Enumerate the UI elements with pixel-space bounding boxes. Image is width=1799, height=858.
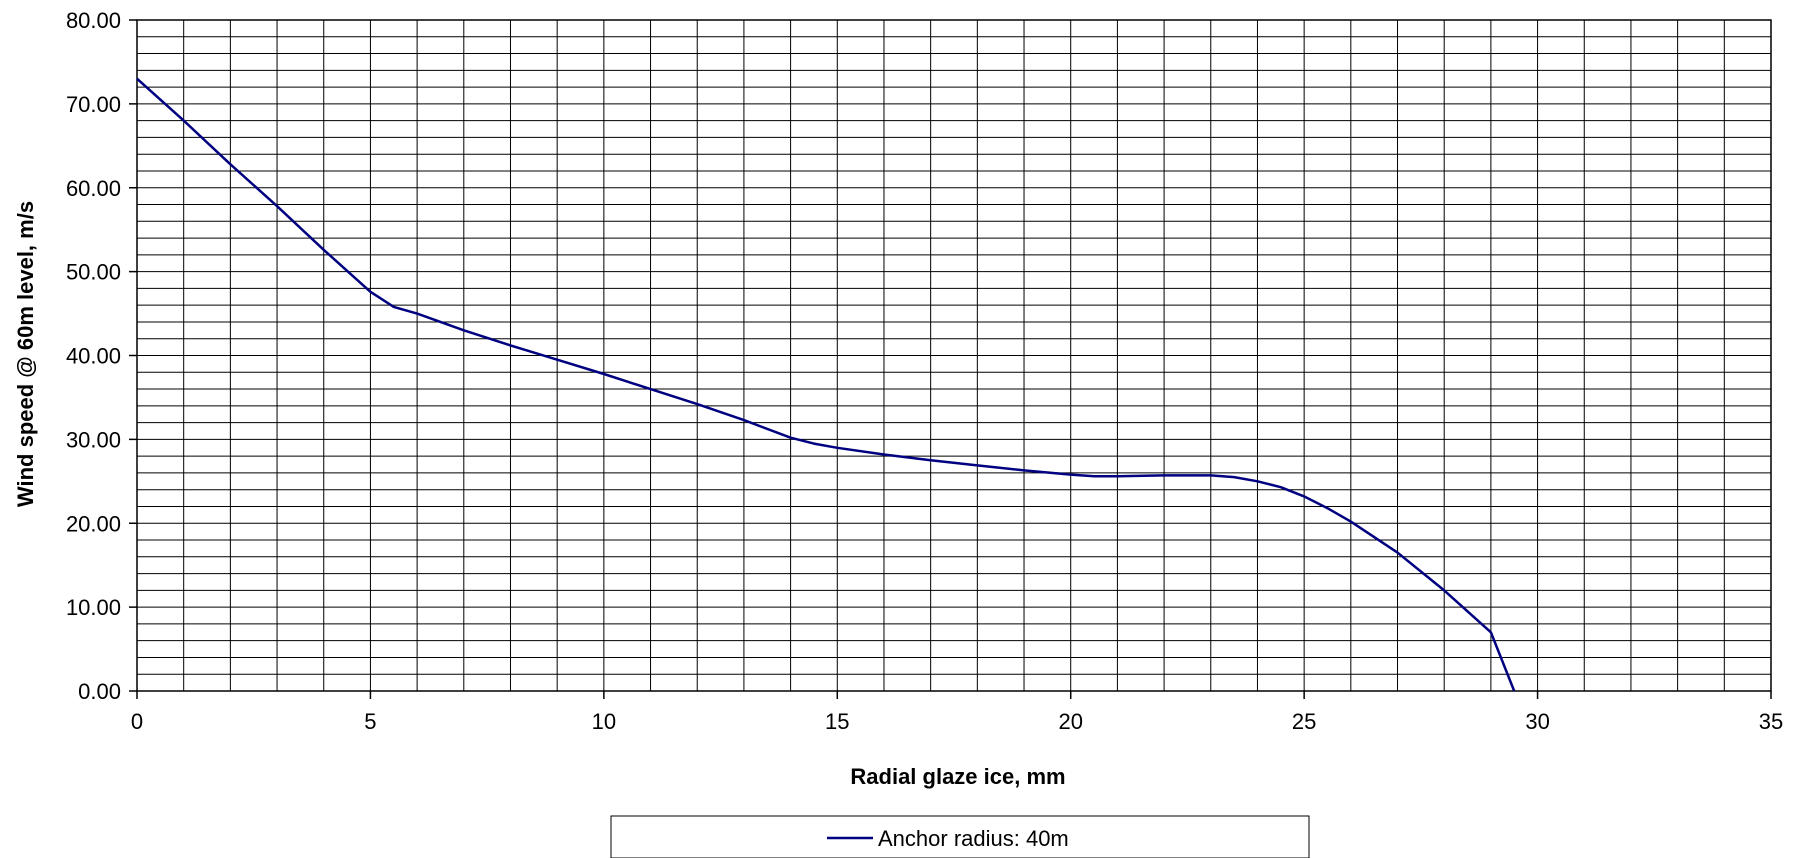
y-tick-label: 40.00 — [66, 344, 121, 369]
x-tick-label: 10 — [592, 709, 616, 734]
x-tick-label: 30 — [1525, 709, 1549, 734]
y-tick-label: 10.00 — [66, 595, 121, 620]
y-tick-label: 20.00 — [66, 511, 121, 536]
legend-label-anchor-radius-40m: Anchor radius: 40m — [878, 826, 1069, 851]
series-layer — [136, 77, 1516, 692]
x-axis-title: Radial glaze ice, mm — [850, 764, 1065, 789]
x-axis-ticks: 0 5 10 15 20 25 30 35 — [131, 691, 1783, 734]
x-tick-label: 20 — [1058, 709, 1082, 734]
x-tick-label: 0 — [131, 709, 143, 734]
y-tick-label: 70.00 — [66, 92, 121, 117]
x-tick-label: 15 — [825, 709, 849, 734]
legend: Anchor radius: 40m — [610, 815, 1310, 858]
x-tick-label: 35 — [1759, 709, 1783, 734]
series-line-anchor-radius-40m — [136, 77, 1516, 692]
y-tick-label: 80.00 — [66, 8, 121, 33]
y-axis-title: Wind speed @ 60m level, m/s — [13, 201, 38, 507]
x-tick-label: 25 — [1292, 709, 1316, 734]
grid-lines — [137, 20, 1771, 691]
y-tick-label: 50.00 — [66, 260, 121, 285]
x-tick-label: 5 — [364, 709, 376, 734]
y-tick-label: 60.00 — [66, 176, 121, 201]
y-tick-label: 30.00 — [66, 427, 121, 452]
y-axis-ticks: 0.00 10.00 20.00 30.00 40.00 50.00 60.00 70.00 8… — [66, 8, 137, 704]
legend-box — [610, 815, 1310, 858]
y-tick-label: 0.00 — [78, 679, 121, 704]
